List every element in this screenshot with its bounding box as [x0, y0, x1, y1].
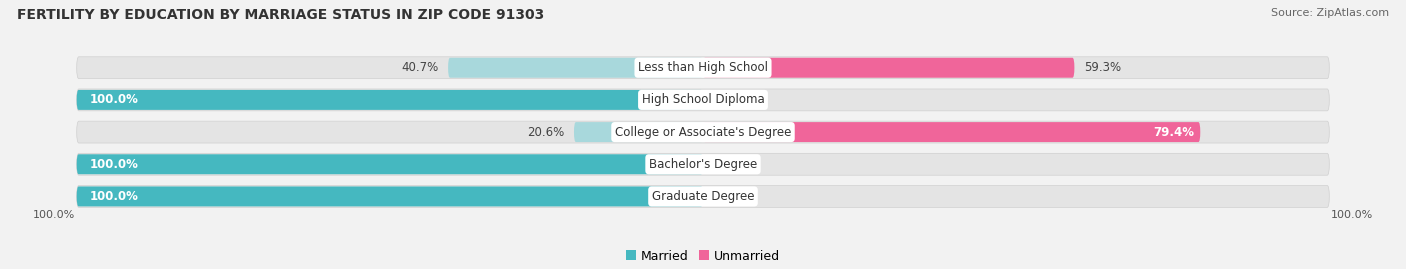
FancyBboxPatch shape	[77, 186, 703, 206]
Text: High School Diploma: High School Diploma	[641, 93, 765, 107]
Text: 79.4%: 79.4%	[1153, 126, 1194, 139]
FancyBboxPatch shape	[449, 58, 703, 78]
Text: 0.0%: 0.0%	[713, 158, 742, 171]
Text: Bachelor's Degree: Bachelor's Degree	[650, 158, 756, 171]
Text: 100.0%: 100.0%	[1331, 210, 1374, 220]
Text: 100.0%: 100.0%	[32, 210, 75, 220]
FancyBboxPatch shape	[77, 186, 1329, 207]
Text: Less than High School: Less than High School	[638, 61, 768, 74]
Text: 20.6%: 20.6%	[527, 126, 565, 139]
Text: 100.0%: 100.0%	[89, 158, 138, 171]
Text: 59.3%: 59.3%	[1084, 61, 1121, 74]
FancyBboxPatch shape	[703, 122, 1201, 142]
Legend: Married, Unmarried: Married, Unmarried	[626, 250, 780, 263]
FancyBboxPatch shape	[77, 154, 703, 174]
Text: 0.0%: 0.0%	[713, 93, 742, 107]
FancyBboxPatch shape	[574, 122, 703, 142]
FancyBboxPatch shape	[77, 89, 1329, 111]
FancyBboxPatch shape	[703, 58, 1074, 78]
FancyBboxPatch shape	[77, 90, 703, 110]
Text: Graduate Degree: Graduate Degree	[652, 190, 754, 203]
Text: 40.7%: 40.7%	[402, 61, 439, 74]
Text: 100.0%: 100.0%	[89, 93, 138, 107]
FancyBboxPatch shape	[77, 153, 1329, 175]
FancyBboxPatch shape	[77, 57, 1329, 79]
Text: Source: ZipAtlas.com: Source: ZipAtlas.com	[1271, 8, 1389, 18]
Text: 0.0%: 0.0%	[713, 190, 742, 203]
FancyBboxPatch shape	[77, 121, 1329, 143]
Text: 100.0%: 100.0%	[89, 190, 138, 203]
Text: College or Associate's Degree: College or Associate's Degree	[614, 126, 792, 139]
Text: FERTILITY BY EDUCATION BY MARRIAGE STATUS IN ZIP CODE 91303: FERTILITY BY EDUCATION BY MARRIAGE STATU…	[17, 8, 544, 22]
